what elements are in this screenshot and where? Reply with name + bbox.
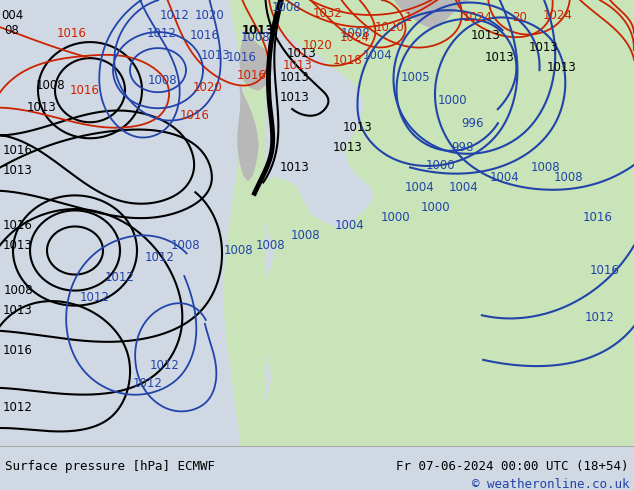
- Text: 1008: 1008: [290, 229, 320, 242]
- Text: 20: 20: [512, 10, 527, 24]
- Text: 1004: 1004: [449, 181, 479, 194]
- Text: 1: 1: [404, 10, 411, 24]
- Text: 1013: 1013: [485, 50, 515, 64]
- Polygon shape: [238, 85, 258, 180]
- Text: 1016: 1016: [3, 219, 33, 232]
- Text: 1004: 1004: [490, 171, 520, 184]
- Text: 1013: 1013: [283, 59, 313, 72]
- Text: 1012: 1012: [133, 377, 163, 390]
- Text: 1013: 1013: [3, 164, 33, 177]
- Text: 1004: 1004: [363, 49, 393, 62]
- Text: 1013: 1013: [333, 141, 363, 154]
- Text: 1000: 1000: [420, 201, 450, 214]
- Text: 1016: 1016: [227, 50, 257, 64]
- Text: © weatheronline.co.uk: © weatheronline.co.uk: [472, 478, 629, 490]
- Text: 1012: 1012: [105, 271, 135, 284]
- Text: 1013: 1013: [3, 239, 33, 252]
- Text: 1013: 1013: [27, 101, 57, 114]
- Text: 996: 996: [461, 117, 483, 130]
- Text: 998: 998: [451, 141, 473, 154]
- Text: 1032: 1032: [313, 6, 343, 20]
- Text: 1016: 1016: [590, 264, 620, 277]
- Text: 1000: 1000: [380, 211, 410, 224]
- Text: 1013: 1013: [3, 304, 33, 317]
- Text: 1020: 1020: [375, 21, 405, 33]
- Text: 1008: 1008: [147, 74, 177, 87]
- Polygon shape: [530, 0, 634, 20]
- Text: 1012: 1012: [585, 311, 615, 324]
- Text: 1013: 1013: [242, 24, 275, 37]
- Text: 1016: 1016: [190, 28, 220, 42]
- Text: 1018: 1018: [333, 53, 363, 67]
- Text: 1013: 1013: [529, 41, 559, 53]
- Text: 1000: 1000: [425, 159, 455, 172]
- Text: Fr 07-06-2024 00:00 UTC (18+54): Fr 07-06-2024 00:00 UTC (18+54): [396, 460, 629, 473]
- Text: 1005: 1005: [400, 71, 430, 84]
- Text: 1016: 1016: [3, 344, 33, 357]
- Text: 1008: 1008: [170, 239, 200, 252]
- Text: 1016: 1016: [70, 84, 100, 97]
- Polygon shape: [400, 0, 520, 27]
- Text: 1004: 1004: [405, 181, 435, 194]
- Text: 1020: 1020: [303, 39, 333, 51]
- Text: 1013: 1013: [280, 71, 310, 84]
- Text: 1008: 1008: [240, 30, 270, 44]
- Text: 1013: 1013: [471, 28, 501, 42]
- Text: 1016: 1016: [3, 144, 33, 157]
- Text: 1020: 1020: [195, 8, 225, 22]
- Text: 1008: 1008: [271, 0, 301, 14]
- Text: 1008: 1008: [530, 161, 560, 174]
- Text: Surface pressure [hPa] ECMWF: Surface pressure [hPa] ECMWF: [5, 460, 215, 473]
- Text: 1012: 1012: [147, 26, 177, 40]
- Polygon shape: [224, 0, 265, 446]
- Text: 1012: 1012: [150, 359, 180, 372]
- Text: 1012: 1012: [145, 251, 175, 264]
- Text: 1013: 1013: [547, 61, 577, 74]
- Text: 1004: 1004: [335, 219, 365, 232]
- Text: 1012: 1012: [80, 291, 110, 304]
- Text: 004: 004: [1, 8, 23, 22]
- Text: 08: 08: [4, 24, 20, 37]
- Text: 1008: 1008: [3, 284, 33, 297]
- Text: 1024: 1024: [340, 30, 370, 44]
- Text: 1008: 1008: [223, 244, 253, 257]
- Text: 1000: 1000: [437, 94, 467, 107]
- Text: 1020: 1020: [193, 81, 223, 94]
- Text: 1016: 1016: [583, 211, 613, 224]
- Text: 1012: 1012: [3, 401, 33, 415]
- Text: 1013: 1013: [343, 121, 373, 134]
- Text: 1013: 1013: [280, 161, 310, 174]
- Polygon shape: [395, 0, 468, 27]
- Text: 1008: 1008: [36, 79, 65, 92]
- Text: 1008: 1008: [553, 171, 583, 184]
- Text: 1013: 1013: [287, 47, 317, 60]
- Text: 1024: 1024: [543, 8, 573, 22]
- Polygon shape: [258, 0, 634, 446]
- Polygon shape: [240, 30, 272, 90]
- Text: 1016: 1016: [237, 69, 267, 82]
- Text: 1008: 1008: [256, 239, 285, 252]
- Text: 1013: 1013: [201, 49, 231, 62]
- Text: 1008: 1008: [340, 26, 370, 40]
- Text: 1013: 1013: [280, 91, 310, 104]
- Text: 1016: 1016: [57, 26, 87, 40]
- Text: 1016: 1016: [180, 109, 210, 122]
- Text: 1024: 1024: [463, 10, 493, 24]
- Text: 1012: 1012: [160, 8, 190, 22]
